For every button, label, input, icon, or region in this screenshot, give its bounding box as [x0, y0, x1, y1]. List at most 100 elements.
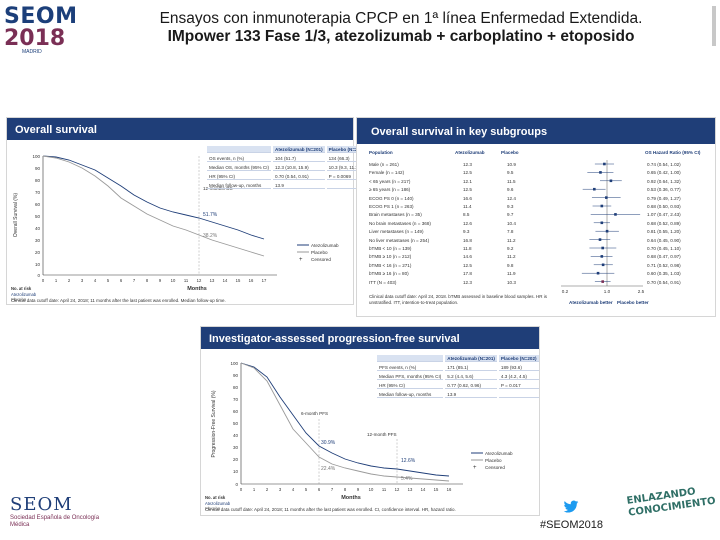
svg-text:14: 14: [421, 487, 426, 492]
os-th-0: [207, 146, 271, 153]
svg-text:5: 5: [305, 487, 308, 492]
title-line-1: Ensayos con inmunoterapia CPCP en 1ª lín…: [159, 10, 643, 27]
os-placebo-curve: [42, 155, 265, 257]
subgroup-row: ECOG PS 0 (n = 140) 16.6 12.4 0.79 (0.49, 1…: [369, 196, 713, 204]
subgroup-cell: 9.3: [507, 204, 514, 209]
svg-text:15: 15: [434, 487, 439, 492]
subgroup-col-population: Population: [369, 150, 393, 155]
svg-text:17: 17: [262, 278, 267, 283]
svg-text:15: 15: [236, 278, 241, 283]
subgroup-cell: 11.2: [507, 254, 516, 260]
subgroup-row: bTMB ≥ 10 (n = 212) 14.6 11.2 0.68 (0.47, 0…: [369, 254, 713, 262]
os-cell: [326, 182, 367, 189]
subgroup-cell: 9.8: [507, 262, 514, 268]
svg-text:11: 11: [382, 487, 387, 492]
subgroup-cell: 10.3: [507, 279, 516, 285]
subgroup-cell: 0.70 (0.45, 1.10): [647, 246, 681, 251]
forest-plot: 0.2 1.0 2.5: [561, 160, 645, 294]
pfs-placebo-curve: [240, 362, 450, 482]
subgroup-cell: bTMB ≥ 10 (n = 212): [369, 254, 412, 260]
subgroup-cell: 12.5: [463, 187, 472, 193]
subgroup-cell: 14.6: [463, 254, 472, 260]
svg-text:30: 30: [35, 238, 41, 243]
pfs-cell: PFS events, n (%): [377, 364, 444, 371]
subgroup-row: bTMB ≥ 16 (n = 80) 17.8 11.9 0.60 (0.35, 1.…: [369, 271, 713, 279]
subgroup-cell: Liver metastases (n = 149): [369, 229, 424, 235]
subgroup-cell: ITT (N = 403): [369, 279, 397, 285]
subgroup-cell: Male (n = 261): [369, 162, 399, 167]
os-panel-title: Overall survival: [7, 118, 353, 140]
forest-hr-point: [609, 179, 613, 183]
svg-text:90: 90: [35, 166, 41, 171]
subgroup-cell: 12.6: [463, 220, 472, 226]
subgroup-row: No liver metastases (n = 254) 16.8 11.2 0.6…: [369, 238, 713, 246]
pfs-m12-label: 12-month PFS: [367, 432, 397, 437]
twitter-icon: [563, 500, 579, 513]
subgroup-cell: < 65 years (n = 217): [369, 178, 411, 184]
svg-text:10: 10: [35, 262, 41, 267]
svg-text:0: 0: [42, 278, 45, 283]
forest-hr-point: [593, 187, 596, 191]
pfs-panel-title: Investigator-assessed progression-free s…: [201, 327, 539, 349]
pfs-cell: 4.3 (4.2, 4.5): [498, 373, 539, 380]
pfs-cell: 171 (85.1): [445, 364, 497, 371]
subgroup-cell: 12.3: [463, 279, 472, 285]
forest-hr-point: [603, 162, 606, 166]
os-cell: Median OS, months (95% CI): [207, 164, 271, 171]
censored-marker-icon: +: [473, 465, 477, 471]
pfs-th-0: [377, 355, 444, 362]
svg-text:100: 100: [230, 361, 238, 366]
os-y-label: Overall Survival (%): [13, 193, 19, 238]
subgroup-cell: 1.07 (0.47, 2.43): [647, 212, 681, 218]
subgroup-row: Brain metastases (n = 35) 8.5 9.7 1.07 (0.4…: [369, 212, 713, 220]
footer-logo-sub: Sociedad Española de Oncología Médica: [10, 515, 100, 528]
pfs-summary-table: Atezolizumab (N=201) Placebo (N=202) PFS …: [375, 353, 541, 400]
svg-text:9: 9: [159, 278, 162, 283]
os-cell: Median follow-up, months: [207, 182, 271, 189]
forest-hr-point: [601, 263, 605, 267]
subgroup-cell: 0.71 (0.52, 0.98): [647, 262, 681, 268]
pfs-atezolizumab-curve: [240, 362, 450, 477]
subgroup-cell: bTMB ≥ 16 (n = 80): [369, 271, 409, 277]
svg-text:40: 40: [233, 433, 239, 438]
logo-name: SEOM: [4, 4, 78, 29]
os-legend-placebo: Placebo: [311, 250, 328, 255]
slide-title: Ensayos con inmunoterapia CPCP en 1ª lín…: [96, 10, 706, 46]
footer-logo-name: SEOM: [10, 494, 73, 515]
subgroup-cell: 16.8: [463, 237, 472, 243]
subgroup-cell: 12.5: [463, 170, 472, 176]
subgroup-footnote: Clinical data cutoff date: April 24, 201…: [369, 294, 548, 305]
svg-text:70: 70: [35, 190, 41, 195]
svg-text:12: 12: [197, 278, 202, 283]
subgroup-col-placebo: Placebo: [501, 150, 519, 155]
svg-text:8: 8: [146, 278, 149, 283]
pfs-footnote: Clinical data cutoff date: April 24, 201…: [205, 507, 456, 512]
subgroup-row: Female (n = 142) 12.5 9.5 0.65 (0.42, 1.00): [369, 170, 713, 178]
svg-text:0: 0: [235, 482, 238, 487]
os-risk-placebo: Placebo: [11, 297, 27, 302]
forest-hr-point: [605, 196, 608, 199]
seom-footer-logo: SEOM Sociedad Española de Oncología Médi…: [10, 494, 100, 529]
os-cell: 12.3 (10.8, 15.9): [273, 164, 325, 171]
os-summary-table: Atezolizumab (N=201) Placebo (N=202) OS e…: [205, 144, 368, 191]
os-x-label: Months: [187, 286, 207, 292]
subgroup-cell: ≥ 65 years (n = 186): [369, 187, 411, 193]
os-th-1: Atezolizumab (N=201): [273, 146, 325, 153]
pfs-m6-label: 6-month PFS: [301, 411, 328, 416]
subgroup-cell: 11.5: [507, 178, 516, 184]
subgroup-cell: 12.1: [463, 178, 472, 184]
subgroup-cell: 17.8: [463, 271, 472, 277]
forest-tick-mid: 1.0: [604, 289, 611, 294]
subgroup-col-hr: OS Hazard Ratio (95% CI): [645, 150, 701, 155]
os-risk-atezo: Atezolizumab: [11, 292, 37, 297]
subgroup-cell: 9.5: [507, 170, 514, 176]
forest-hr-point: [601, 280, 604, 283]
os-cell: 13.9: [273, 182, 325, 189]
pfs-risk-label: No. at risk: [205, 495, 226, 500]
svg-text:50: 50: [233, 421, 239, 426]
forest-hr-point: [614, 213, 617, 216]
os-cell: OS events, n (%): [207, 155, 271, 162]
